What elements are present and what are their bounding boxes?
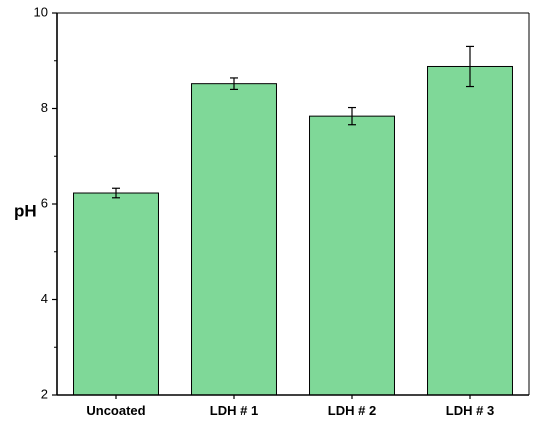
y-tick-label-2: 6 xyxy=(41,195,48,210)
bar-2 xyxy=(309,115,395,396)
y-tick-label-4: 10 xyxy=(34,4,48,19)
bar-0 xyxy=(73,192,159,396)
bar-1 xyxy=(191,83,277,396)
error-bars-group xyxy=(112,45,474,199)
y-tick-label-3: 8 xyxy=(41,100,48,115)
y-tick-label-1: 4 xyxy=(41,291,48,306)
x-tick-label-2: LDH # 2 xyxy=(328,403,376,418)
bar-3 xyxy=(427,65,513,396)
x-tick-label-3: LDH # 3 xyxy=(446,403,494,418)
x-tick-labels-group: Uncoated LDH # 1 LDH # 2 LDH # 3 xyxy=(86,403,494,418)
y-ticks-group: 2 4 6 8 10 xyxy=(34,4,471,401)
bars-group xyxy=(73,65,513,396)
y-tick-label-0: 2 xyxy=(41,386,48,401)
y-axis-title: pH xyxy=(14,201,37,220)
x-tick-label-0: Uncoated xyxy=(86,403,145,418)
x-tick-label-1: LDH # 1 xyxy=(210,403,258,418)
